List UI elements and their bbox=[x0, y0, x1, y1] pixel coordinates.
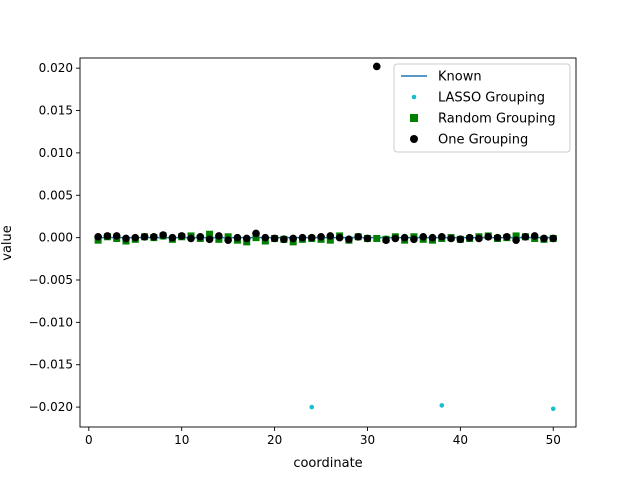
one-grouping-point bbox=[103, 232, 112, 240]
one-grouping-point bbox=[140, 232, 149, 241]
one-grouping-point bbox=[484, 232, 493, 241]
random-grouping-point bbox=[206, 230, 214, 238]
random-grouping-point bbox=[512, 232, 520, 240]
one-grouping-point bbox=[159, 231, 167, 239]
one-grouping-point bbox=[447, 234, 455, 243]
one-grouping-point bbox=[168, 233, 177, 242]
one-grouping-point bbox=[177, 232, 186, 240]
one-grouping-point bbox=[298, 233, 307, 242]
one-grouping-point bbox=[317, 232, 325, 241]
one-grouping-point bbox=[512, 236, 520, 244]
one-grouping-point bbox=[475, 234, 483, 243]
random-grouping-point bbox=[373, 234, 381, 242]
one-grouping-point bbox=[242, 234, 251, 243]
legend-label: Random Grouping bbox=[438, 112, 556, 127]
x-axis-label: coordinate bbox=[293, 456, 362, 471]
plot-area bbox=[94, 62, 558, 412]
one-grouping-point bbox=[252, 229, 260, 238]
x-tick-label: 50 bbox=[546, 433, 561, 447]
legend-label: Known bbox=[438, 70, 482, 85]
one-grouping-point bbox=[345, 235, 353, 244]
plot-contents bbox=[94, 62, 558, 412]
series-one-grouping bbox=[94, 62, 558, 244]
legend: Known LASSO Grouping Random Grouping One Gr… bbox=[393, 63, 571, 153]
one-grouping-point bbox=[549, 234, 558, 243]
x-tick-label: 20 bbox=[267, 433, 282, 447]
lasso-grouping-point bbox=[550, 406, 556, 412]
one-grouping-point bbox=[131, 233, 140, 242]
one-grouping-point bbox=[261, 233, 270, 242]
one-grouping-point bbox=[289, 234, 297, 243]
one-grouping-point bbox=[224, 236, 232, 244]
y-tick-label: −0.005 bbox=[29, 273, 73, 287]
legend-swatch-random-grouping bbox=[410, 114, 418, 122]
one-grouping-point bbox=[187, 234, 195, 243]
one-grouping-point bbox=[280, 235, 288, 244]
one-grouping-point bbox=[122, 234, 130, 243]
one-grouping-point bbox=[419, 232, 428, 241]
legend-label: LASSO Grouping bbox=[438, 91, 545, 106]
y-tick-label: −0.020 bbox=[29, 400, 73, 414]
x-tick-label: 40 bbox=[453, 433, 468, 447]
one-grouping-point bbox=[540, 234, 548, 243]
y-tick-label: 0.005 bbox=[39, 188, 73, 202]
one-grouping-point bbox=[150, 232, 158, 241]
one-grouping-point bbox=[410, 235, 418, 244]
lasso-grouping-point bbox=[439, 403, 445, 408]
one-grouping-point bbox=[363, 234, 372, 243]
one-grouping-point bbox=[456, 235, 465, 244]
one-grouping-point bbox=[354, 232, 362, 241]
one-grouping-point bbox=[233, 233, 242, 242]
legend-swatch-lasso-grouping bbox=[411, 94, 417, 100]
one-grouping-point bbox=[465, 233, 474, 242]
one-grouping-point bbox=[335, 233, 344, 242]
y-tick-label: −0.015 bbox=[29, 358, 73, 372]
series-lasso-grouping bbox=[95, 235, 556, 412]
one-grouping-point bbox=[270, 234, 279, 243]
one-grouping-point bbox=[503, 232, 511, 241]
legend-label: One Grouping bbox=[438, 133, 528, 148]
one-grouping-point bbox=[382, 236, 390, 244]
x-tick-label: 10 bbox=[174, 433, 189, 447]
one-grouping-point bbox=[94, 232, 102, 241]
one-grouping-point bbox=[437, 232, 446, 241]
one-grouping-point bbox=[428, 233, 437, 242]
one-grouping-point bbox=[215, 232, 223, 240]
y-tick-label: 0.015 bbox=[39, 104, 73, 118]
legend-box bbox=[393, 63, 571, 153]
one-grouping-point bbox=[307, 233, 316, 242]
one-grouping-point bbox=[326, 232, 335, 240]
axes: 0 10 20 30 40 50 −0.020 −0.015 −0.010 −0.005 0.000… bbox=[29, 57, 577, 447]
axes-frame bbox=[79, 57, 577, 428]
y-tick-label: 0.010 bbox=[39, 146, 73, 160]
random-grouping-point bbox=[252, 234, 260, 242]
x-tick-label: 30 bbox=[360, 433, 375, 447]
y-tick-label: 0.020 bbox=[39, 61, 73, 75]
one-grouping-point bbox=[205, 235, 214, 244]
one-grouping-point bbox=[391, 234, 400, 243]
one-grouping-point bbox=[493, 233, 502, 242]
legend-swatch-one-grouping bbox=[410, 135, 418, 143]
y-tick-label: 0.000 bbox=[39, 231, 73, 245]
one-grouping-point bbox=[400, 233, 409, 242]
one-grouping-point bbox=[112, 232, 121, 240]
x-tick-label: 0 bbox=[85, 433, 93, 447]
random-grouping-point bbox=[326, 236, 334, 244]
y-axis-label: value bbox=[0, 225, 15, 261]
one-grouping-point bbox=[530, 232, 539, 240]
one-grouping-point bbox=[372, 62, 381, 71]
y-tick-label: −0.010 bbox=[29, 315, 73, 329]
lasso-grouping-point bbox=[309, 404, 315, 410]
one-grouping-point bbox=[196, 232, 205, 241]
one-grouping-point bbox=[521, 232, 530, 241]
